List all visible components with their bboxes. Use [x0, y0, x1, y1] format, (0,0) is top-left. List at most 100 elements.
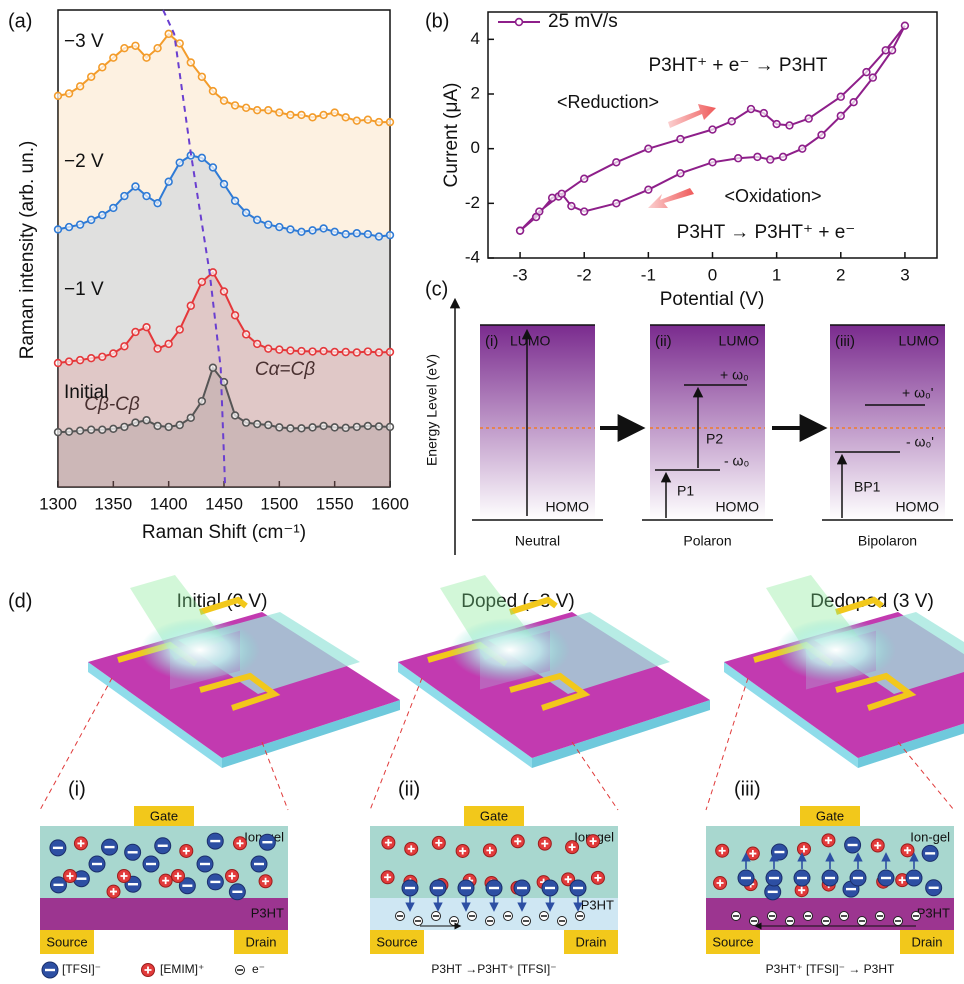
x-tick-label: 1500 [260, 494, 298, 513]
ion-sign [741, 877, 751, 879]
drain-label: Drain [911, 934, 942, 949]
y-tick-label: -4 [465, 247, 480, 266]
state-name: Neutral [515, 533, 560, 549]
ion-sign [797, 877, 807, 879]
point [902, 22, 909, 29]
y-axis-label: Raman intensity (arb. un.) [17, 141, 38, 360]
homo-label: HOMO [545, 499, 589, 515]
electron-sign [505, 915, 511, 917]
ion-sign [262, 841, 272, 843]
inset: (i)GateIon-gelP3HTSourceDrain [40, 778, 288, 954]
point [176, 422, 183, 429]
point [198, 73, 205, 80]
point [265, 107, 272, 114]
state-tag: (iii) [835, 333, 855, 350]
point [331, 228, 338, 235]
point [387, 349, 394, 356]
point [309, 348, 316, 355]
ion-sign [146, 863, 156, 865]
point [613, 200, 620, 207]
point [298, 348, 305, 355]
x-tick-label: -1 [641, 265, 656, 284]
point [645, 145, 652, 152]
point [320, 423, 327, 430]
ion-sign [405, 887, 415, 889]
band-box [830, 325, 945, 520]
x-tick-label: 1400 [150, 494, 188, 513]
point [210, 364, 217, 371]
point [154, 423, 161, 430]
point [677, 136, 684, 143]
point [77, 357, 84, 364]
ion-sign [517, 887, 527, 889]
point [728, 118, 735, 125]
point [837, 112, 844, 119]
ion-sign [545, 887, 555, 889]
point [243, 209, 250, 216]
point [221, 181, 228, 188]
point [613, 159, 620, 166]
point [287, 425, 294, 432]
point [709, 126, 716, 133]
y-tick-label: 2 [471, 83, 480, 102]
ion-sign [92, 863, 102, 865]
point [254, 421, 261, 428]
point [533, 214, 540, 221]
panel-label: (d) [8, 590, 32, 612]
series-label: −1 V [64, 279, 104, 300]
point [110, 350, 117, 357]
point [309, 227, 316, 234]
point [709, 159, 716, 166]
ion-sign [182, 885, 192, 887]
level-label: + ω₀ [720, 367, 749, 383]
point [77, 221, 84, 228]
point [232, 197, 239, 204]
series-label: Initial [64, 382, 108, 403]
point [320, 225, 327, 232]
point [143, 193, 150, 200]
gate-label: Gate [150, 808, 178, 823]
point [165, 30, 172, 37]
point [869, 74, 876, 81]
point [276, 109, 283, 116]
ion-sign [45, 969, 55, 971]
point [132, 183, 139, 190]
legend-label: 25 mV/s [548, 11, 618, 32]
ion-sign [848, 844, 858, 846]
x-axis-label: Potential (V) [660, 289, 765, 310]
ion-sign [128, 851, 138, 853]
point [353, 117, 360, 124]
point [342, 349, 349, 356]
transition-label: P1 [677, 483, 694, 499]
electron-sign [787, 920, 793, 922]
point [198, 154, 205, 161]
inset: (iii)GateIon-gelP3HTSourceDrainP3HT⁺ [TF… [706, 778, 954, 976]
point [298, 228, 305, 235]
point [767, 156, 774, 163]
electron-sign [805, 915, 811, 917]
point [376, 119, 383, 126]
electron-sign [523, 920, 529, 922]
point [331, 424, 338, 431]
ion-sign [210, 881, 220, 883]
point [198, 398, 205, 405]
point [320, 348, 327, 355]
point [132, 419, 139, 426]
point [376, 233, 383, 240]
point [735, 155, 742, 162]
point [66, 358, 73, 365]
point [154, 45, 161, 52]
point [77, 427, 84, 434]
point [581, 175, 588, 182]
point [121, 45, 128, 52]
point [364, 423, 371, 430]
legend-swatch [516, 19, 523, 26]
process-caption: P3HT →P3HT⁺ [TFSI]⁻ [431, 962, 556, 976]
point [88, 426, 95, 433]
process-caption: P3HT⁺ [TFSI]⁻ → P3HT [766, 962, 895, 976]
gate-label: Gate [816, 808, 844, 823]
gate-label: Gate [480, 808, 508, 823]
electron-sign [451, 920, 457, 922]
ion-sign [53, 847, 63, 849]
point [99, 426, 106, 433]
